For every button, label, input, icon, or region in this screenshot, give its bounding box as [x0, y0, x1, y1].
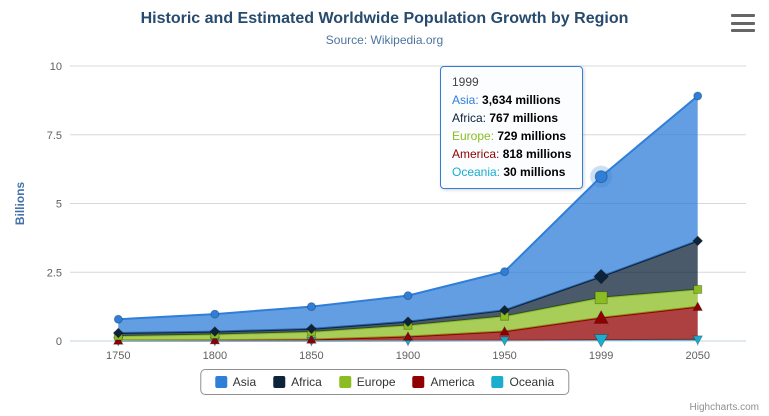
- area-asia: [118, 96, 698, 334]
- x-axis-label: 1850: [299, 350, 323, 362]
- area-africa: [118, 240, 698, 336]
- point-marker-africa[interactable]: [209, 326, 221, 338]
- legend-swatch: [412, 376, 425, 388]
- point-marker-africa[interactable]: [692, 235, 704, 247]
- legend: Asia Africa Europe America Oceania: [199, 369, 570, 395]
- hamburger-icon: [731, 29, 755, 32]
- tooltip-row-africa: Africa: 767 millions: [452, 111, 559, 125]
- x-axis-label: 2050: [685, 350, 709, 362]
- legend-item-label: America: [430, 375, 475, 389]
- point-marker-oceania[interactable]: [593, 333, 609, 349]
- point-marker-asia[interactable]: [403, 291, 413, 301]
- y-axis-label: 7.5: [47, 130, 62, 142]
- point-marker-africa[interactable]: [305, 323, 317, 335]
- point-marker-america[interactable]: [593, 309, 609, 324]
- tooltip-header: 1999: [452, 75, 479, 89]
- point-marker-oceania[interactable]: [499, 336, 511, 347]
- point-marker-america[interactable]: [692, 301, 704, 312]
- legend-swatch: [214, 376, 227, 388]
- legend-item-label: Europe: [356, 375, 396, 389]
- point-marker-europe[interactable]: [594, 291, 608, 305]
- credits-link[interactable]: Highcharts.com: [689, 402, 759, 413]
- point-marker-europe[interactable]: [693, 284, 703, 294]
- point-marker-asia[interactable]: [113, 314, 123, 324]
- point-marker-asia[interactable]: [500, 267, 510, 277]
- point-marker-asia[interactable]: [594, 170, 608, 184]
- point-marker-africa[interactable]: [112, 327, 124, 339]
- point-marker-africa[interactable]: [593, 268, 610, 285]
- legend-item-asia[interactable]: Asia: [214, 375, 257, 389]
- legend-item-label: Asia: [232, 375, 257, 389]
- legend-swatch: [273, 376, 286, 388]
- point-marker-america[interactable]: [112, 334, 124, 345]
- legend-item-europe[interactable]: Europe: [338, 375, 396, 389]
- legend-item-africa[interactable]: Africa: [273, 375, 322, 389]
- hamburger-icon: [731, 14, 755, 17]
- chart-subtitle: Source: Wikipedia.org: [325, 33, 444, 47]
- tooltip-rows: Asia: 3,634 millions Africa: 767 millions…: [452, 91, 571, 181]
- area-america: [118, 306, 698, 341]
- x-axis-label: 1900: [396, 350, 420, 362]
- point-marker-asia[interactable]: [306, 302, 316, 312]
- point-marker-america[interactable]: [209, 334, 221, 345]
- legend-item-oceania[interactable]: Oceania: [491, 375, 555, 389]
- legend-item-label: Africa: [291, 375, 322, 389]
- x-axis-label: 1950: [492, 350, 516, 362]
- legend-swatch: [338, 376, 351, 388]
- tooltip-row-america: America: 818 millions: [452, 147, 572, 161]
- tooltip: 1999 Asia: 3,634 millions Africa: 767 mil…: [440, 66, 584, 189]
- y-axis-label: 5: [56, 199, 62, 211]
- y-axis-label: 10: [50, 61, 62, 73]
- tooltip-row-oceania: Oceania: 30 millions: [452, 165, 566, 179]
- point-marker-africa[interactable]: [402, 316, 414, 328]
- x-axis-label: 1999: [589, 350, 613, 362]
- tooltip-row-europe: Europe: 729 millions: [452, 129, 567, 143]
- y-axis-label: 2.5: [47, 267, 62, 279]
- legend-item-america[interactable]: America: [412, 375, 475, 389]
- hamburger-icon: [731, 21, 755, 25]
- y-axis-label: 0: [56, 336, 62, 348]
- point-marker-america[interactable]: [305, 333, 317, 344]
- point-marker-oceania[interactable]: [692, 335, 704, 346]
- point-marker-asia[interactable]: [210, 309, 220, 319]
- point-marker-america[interactable]: [499, 325, 511, 336]
- chart-title: Historic and Estimated Worldwide Populat…: [140, 10, 629, 27]
- tooltip-row-asia: Asia: 3,634 millions: [452, 93, 561, 107]
- legend-swatch: [491, 376, 504, 388]
- y-axis-title: Billions: [13, 182, 27, 226]
- point-marker-africa[interactable]: [499, 304, 511, 316]
- legend-item-label: Oceania: [509, 375, 555, 389]
- x-axis-label: 1800: [203, 350, 227, 362]
- context-menu-button[interactable]: [731, 14, 755, 32]
- x-axis-label: 1750: [106, 350, 130, 362]
- point-marker-america[interactable]: [402, 330, 414, 341]
- point-marker-asia[interactable]: [693, 91, 703, 101]
